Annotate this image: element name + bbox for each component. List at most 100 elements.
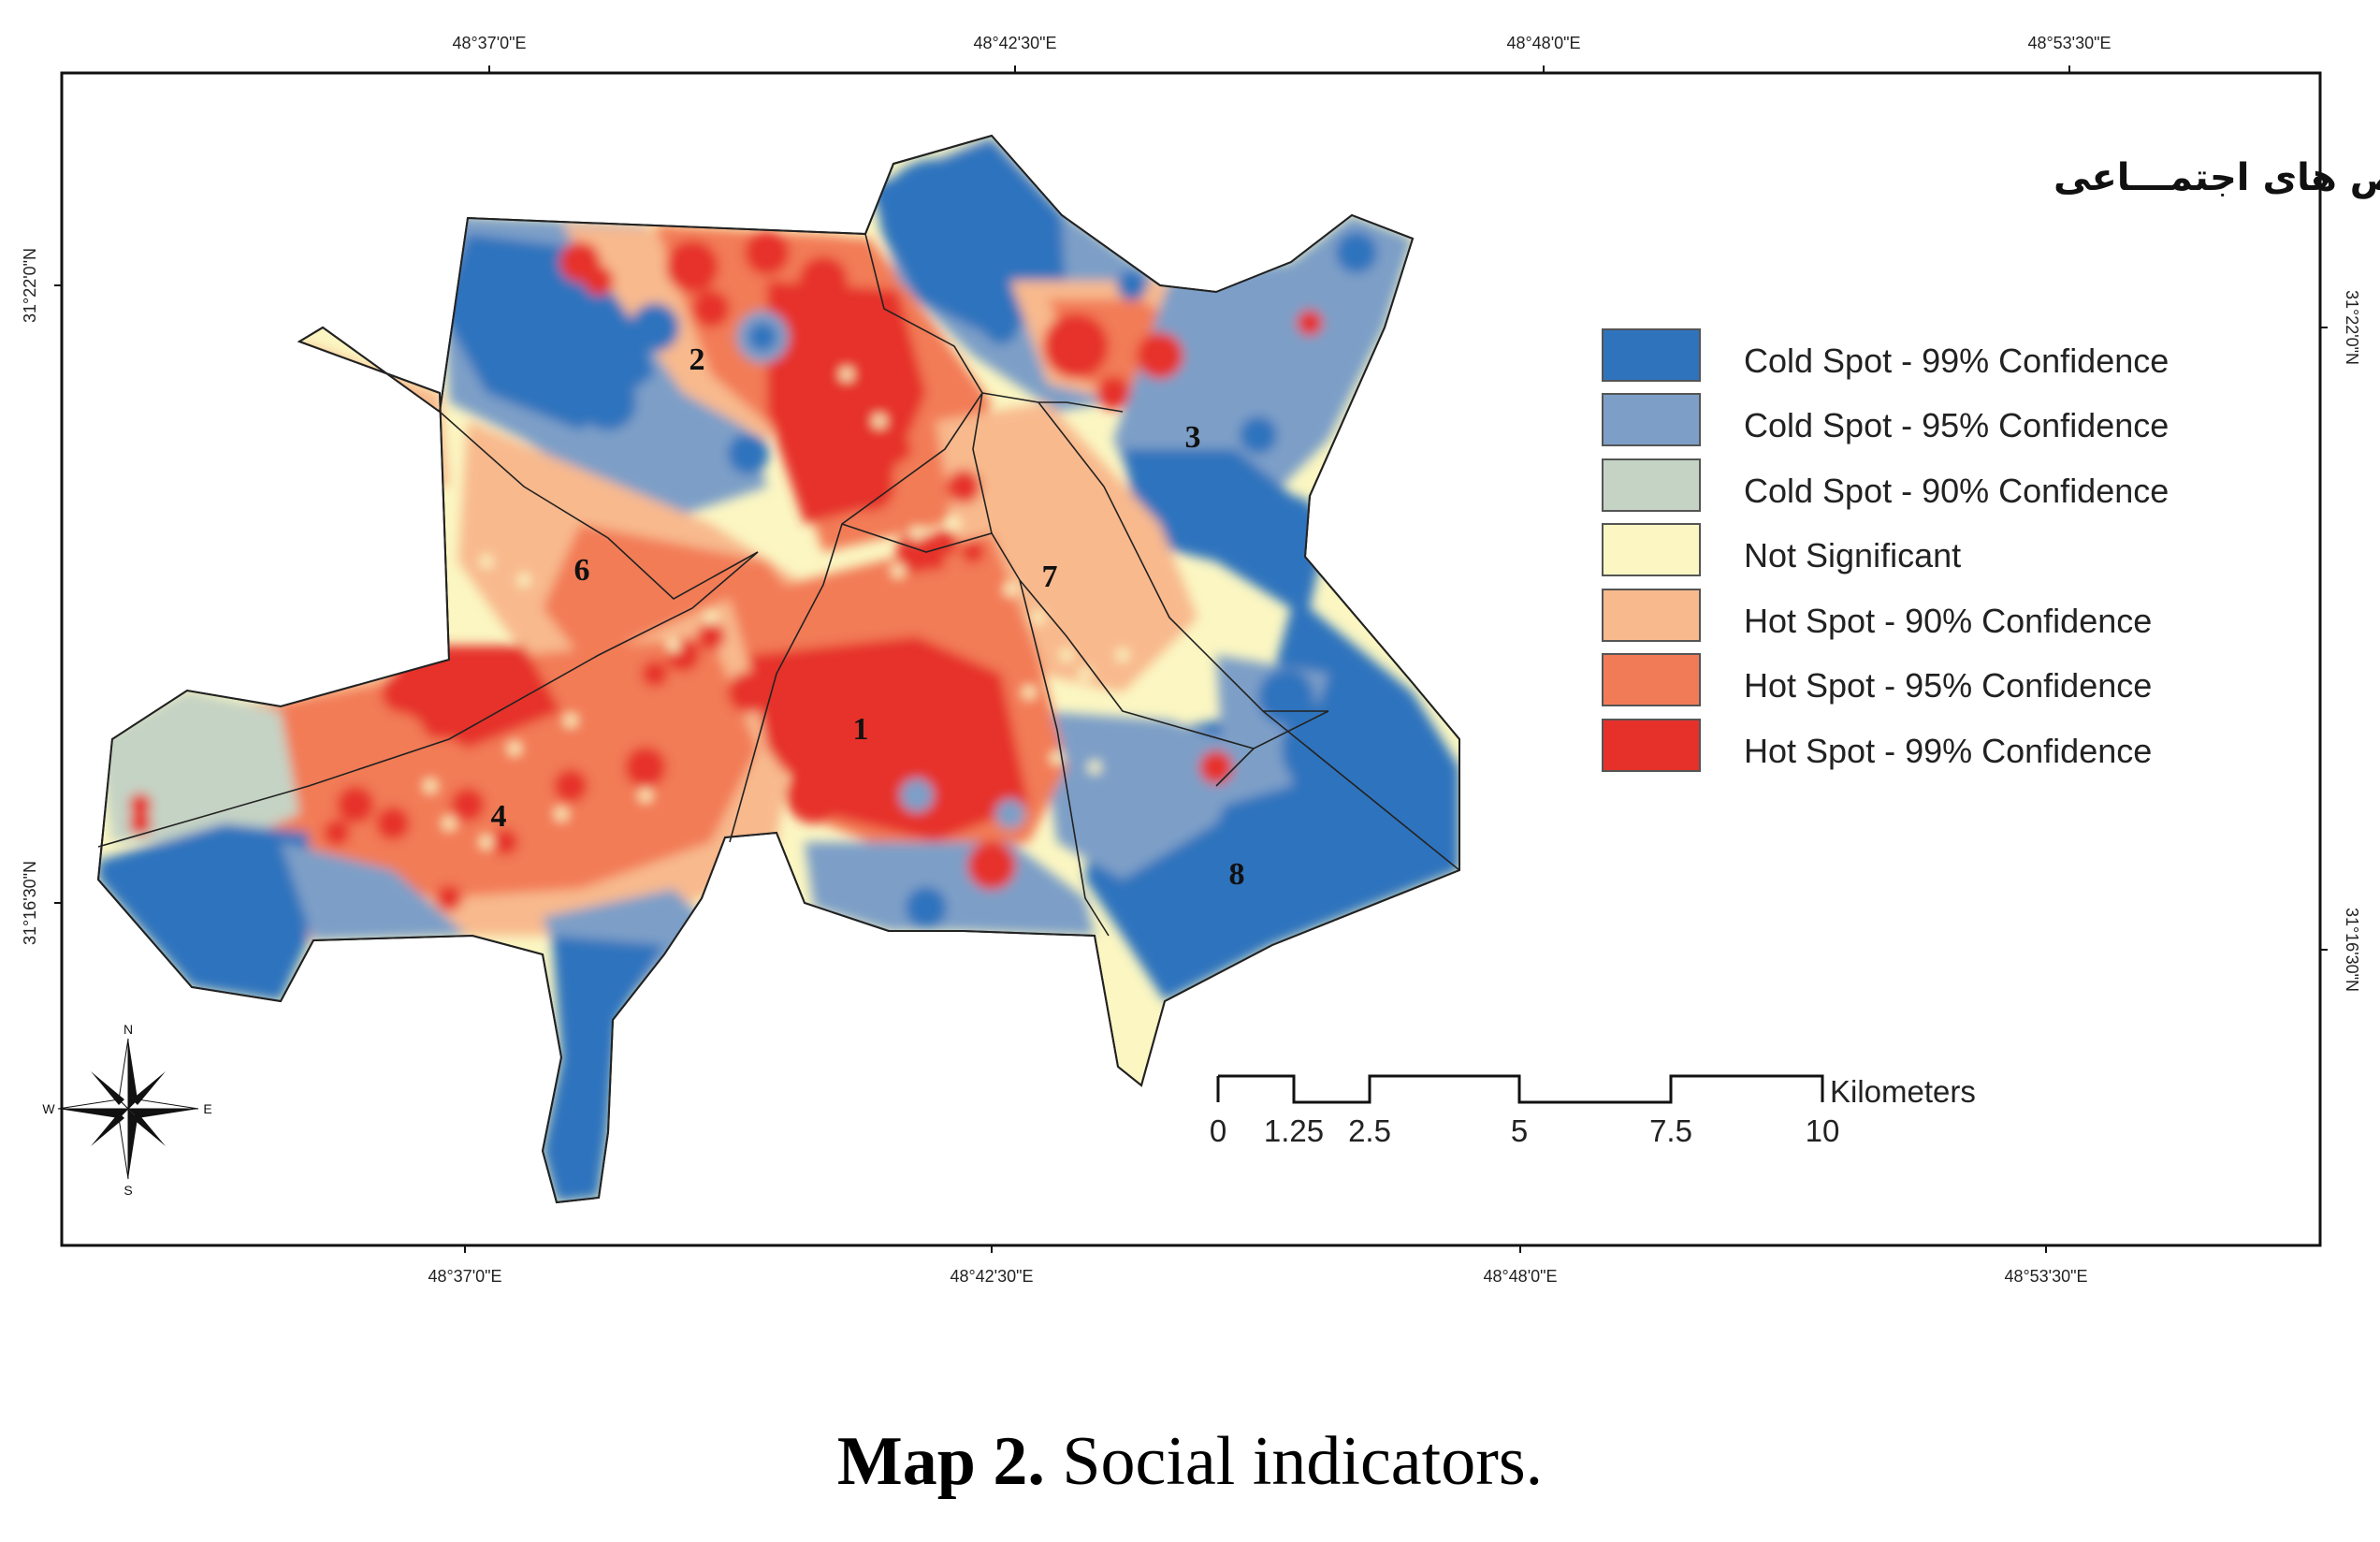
hotspot-dot	[517, 574, 530, 587]
legend-swatch-2	[1602, 458, 1701, 512]
right-tick-1: 31°22'0"N	[2343, 290, 2361, 365]
hotspot-spot	[533, 327, 589, 384]
scale-label-4: 7.5	[1649, 1113, 1692, 1148]
legend-label-4: Hot Spot - 90% Confidence	[1744, 602, 2152, 640]
hotspot-dot	[443, 817, 456, 830]
district-label-4: 4	[491, 799, 507, 834]
map-frame	[60, 71, 2322, 1247]
hotspot-zone	[281, 842, 468, 940]
hotspot-spot	[1138, 782, 1183, 827]
hotspot-spot	[745, 230, 790, 275]
legend: Cold Spot - 99% Confidence Cold Spot - 9…	[1602, 328, 2169, 772]
hotspot-dot	[396, 433, 409, 446]
hotspot-spot	[129, 812, 152, 835]
hotspot-spot	[786, 767, 842, 823]
hotspot-spot	[849, 354, 891, 395]
legend-label-6: Hot Spot - 99% Confidence	[1744, 732, 2152, 770]
legend-label-1: Cold Spot - 95% Confidence	[1744, 406, 2169, 444]
hotspot-spot	[376, 807, 410, 840]
legend-label-2: Cold Spot - 90% Confidence	[1744, 472, 2169, 510]
legend-swatch-4	[1602, 589, 1701, 642]
hotspot-spot	[421, 702, 458, 739]
compass-s: S	[123, 1183, 132, 1198]
hotspot-dot	[480, 555, 493, 568]
district-label-6: 6	[574, 553, 590, 588]
hotspot-spot	[697, 622, 725, 650]
hotspot-spot	[1043, 313, 1109, 379]
hotspot-dot	[892, 564, 905, 577]
hotspot-spot	[967, 841, 1016, 890]
hotspot-dot	[480, 836, 493, 849]
hotspot-dot	[639, 789, 652, 802]
hotspot-spot	[1103, 771, 1133, 801]
hotspot-spot	[932, 530, 958, 556]
hotspot-spot	[666, 240, 718, 293]
hotspot-dot	[840, 368, 853, 381]
hotspot-spot	[625, 747, 666, 788]
hotspot-spot	[692, 290, 730, 327]
hotspot-zone	[98, 823, 309, 1001]
hotspot-dot	[1060, 648, 1073, 662]
hotspot-spot	[879, 674, 954, 749]
hotspot-zone	[1113, 215, 1413, 524]
legend-label-0: Cold Spot - 99% Confidence	[1744, 342, 2169, 380]
scale-unit: Kilometers	[1830, 1074, 1976, 1109]
hotspot-zone	[805, 842, 1095, 936]
right-tick-2: 31°16'30"N	[2343, 908, 2361, 992]
hotspot-spot	[1240, 416, 1277, 454]
hotspot-zone	[299, 342, 449, 487]
legend-swatch-0	[1602, 328, 1701, 382]
map-title: نقشه شاخص های اجتمـــاعی	[2053, 156, 2380, 199]
legend-label-3: Not Significant	[1744, 536, 1961, 575]
hotspot-spot	[1336, 232, 1377, 273]
hotspot-spot	[926, 552, 945, 571]
hotspot-dot	[1088, 761, 1101, 774]
bottom-tick-1: 48°37'0"E	[428, 1267, 501, 1286]
hotspot-spot	[795, 327, 851, 384]
hotspot-spot	[1096, 376, 1130, 410]
compass-n: N	[123, 1022, 133, 1037]
hotspot-spot	[795, 402, 851, 458]
legend-swatch-3	[1602, 523, 1701, 576]
hotspot-spot	[995, 799, 1025, 829]
caption-label: Map 2.	[836, 1423, 1045, 1500]
hotspot-dot	[1079, 667, 1092, 680]
hotspot-dot	[1032, 611, 1045, 624]
bottom-tick-3: 48°48'0"E	[1483, 1267, 1557, 1286]
hotspot-spot	[425, 659, 473, 707]
hotspot-spot	[382, 672, 423, 713]
hotspot-dot	[1023, 686, 1036, 699]
hotspot-zone	[543, 936, 664, 1202]
hotspot-spot	[1282, 702, 1375, 795]
top-tick-1: 48°37'0"E	[452, 34, 526, 52]
legend-swatch-5	[1602, 653, 1701, 706]
hotspot-spot	[580, 374, 636, 430]
hotspot-dot	[910, 527, 923, 540]
hotspot-spot	[129, 793, 152, 816]
hotspot-spot	[973, 206, 1048, 281]
hotspot-spot	[728, 433, 769, 474]
legend-swatch-1	[1602, 393, 1701, 446]
hotspot-spot	[642, 661, 668, 687]
scale-label-3: 5	[1511, 1113, 1528, 1148]
hotspot-dot	[1051, 751, 1064, 764]
hotspot-spot	[584, 266, 614, 296]
hotspot-spot	[554, 769, 588, 803]
hotspot-zone	[234, 636, 758, 898]
hotspot-spot	[947, 470, 980, 503]
left-tick-2: 31°16'30"N	[21, 861, 39, 945]
legend-swatch-6	[1602, 719, 1701, 772]
scale-label-0: 0	[1210, 1113, 1226, 1148]
hotspot-spot	[984, 311, 1018, 344]
hotspot-spot	[962, 541, 984, 563]
hotspot-spot	[436, 885, 462, 911]
hotspot-dot	[948, 517, 961, 531]
figure-caption: Map 2. Social indicators.	[0, 1422, 2380, 1502]
hotspot-spot	[1137, 332, 1183, 379]
hotspot-dot	[564, 714, 577, 727]
hotspot-spot	[900, 778, 934, 812]
hotspot-spot	[1117, 270, 1147, 300]
hotspot-spot	[337, 786, 374, 823]
hotspot-spot	[324, 820, 350, 846]
